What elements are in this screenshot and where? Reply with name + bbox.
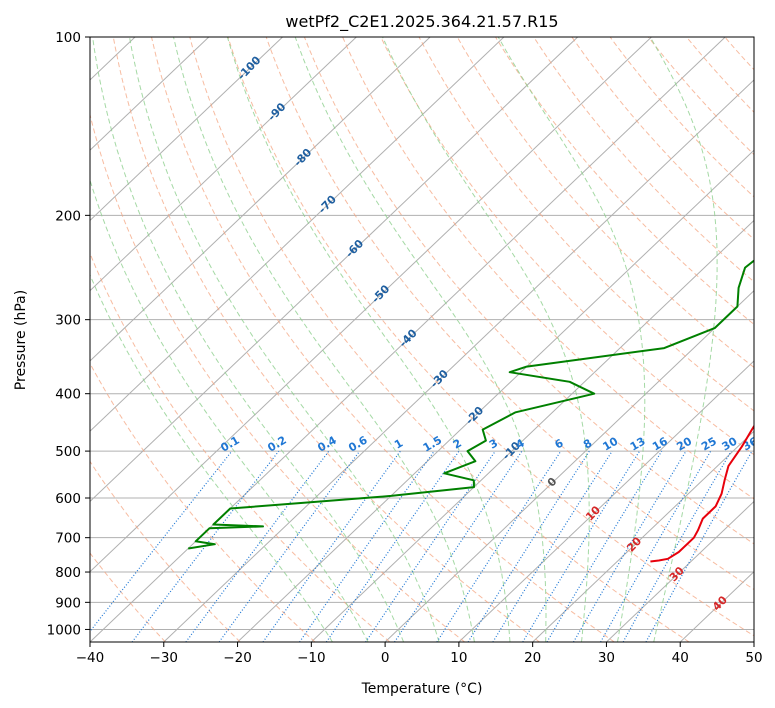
dry-adiabat [303,37,754,545]
dry-adiabat [647,37,754,156]
y-tick-label: 300 [55,313,81,329]
moist-adiabat [90,178,369,642]
dry-adiabat [724,37,754,71]
isotherm-line [163,79,754,642]
moist-adiabat [294,37,547,642]
moist-adiabat [649,37,718,642]
x-tick-label: −10 [297,650,326,666]
isotherm-line [532,430,754,642]
mixing-ratio-line [467,450,590,642]
dry-adiabat [342,37,754,500]
dewpoint-line [188,259,754,550]
moist-adiabat [173,37,475,642]
mixing-ratio-label: 2 [451,437,464,452]
y-axis: 100 200 300 400 500 600 700 800 900 1000 [47,30,90,638]
y-tick-label: 700 [55,531,81,547]
mixing-ratio-line [572,450,687,642]
isotherm-line [90,37,210,151]
moist-adiabat [90,273,333,642]
x-tick-label: 40 [672,650,689,666]
moist-adiabat [92,37,405,642]
dry-adiabat [686,37,754,113]
dry-adiabat [763,37,775,642]
dry-adiabat [90,460,241,642]
dry-adiabat [456,37,754,369]
isotherm-line [90,37,579,503]
background-lines [0,37,775,642]
x-tick-label: 50 [745,650,762,666]
mixing-ratio-line [365,450,496,642]
y-tick-label: 600 [55,491,81,507]
mixing-ratio-line [492,450,613,642]
x-tick-label: 30 [598,650,615,666]
dry-adiabat [112,37,540,642]
data-lines [188,259,754,563]
x-tick-label: −30 [150,650,179,666]
y-tick-label: 900 [55,595,81,611]
mixing-ratio-line [522,450,641,642]
isotherm-line [458,360,754,642]
isotherm-line [90,37,652,573]
dry-adiabat [90,252,391,642]
y-axis-label: Pressure (hPa) [13,290,29,390]
dry-adiabat [227,37,754,637]
x-tick-label: 0 [381,650,390,666]
chart-title: wetPf2_C2E1.2025.364.21.57.R15 [285,12,558,32]
dry-adiabat [571,37,754,240]
y-tick-label: 100 [55,30,81,46]
isotherm-line [90,37,357,292]
isotherm-line [384,289,754,642]
isotherm-line [606,500,754,642]
y-tick-label: 400 [55,387,81,403]
isotherm-line [753,641,754,642]
moist-adiabat [129,37,440,642]
moist-adiabat [497,37,646,642]
dry-adiabat [151,37,615,642]
isotherm-line [90,37,505,432]
isotherm-line [237,149,754,642]
plot-frame [89,36,755,643]
y-tick-label: 1000 [47,622,81,638]
x-tick-label: −20 [223,650,252,666]
mixing-ratio-line [645,450,753,642]
mixing-ratio-label: 3 [487,437,500,452]
x-tick-label: 10 [450,650,467,666]
mixing-ratio-line [394,450,523,642]
temperature-line [650,424,754,563]
dry-adiabat [418,37,754,412]
isotherm-line [310,219,754,642]
x-axis: −40 −30 −20 −10 0 10 20 30 40 50 [76,642,763,666]
mixing-ratio-line [325,450,460,642]
mixing-ratio-line [90,450,233,633]
dry-adiabat [265,37,754,591]
isotherm-label: -100 [235,53,264,82]
moist-adiabat [382,37,590,642]
mixing-ratio-label: 36 [740,434,760,453]
dry-adiabat [533,37,754,283]
x-tick-label: 20 [524,650,541,666]
dry-adiabat [90,362,316,642]
mixing-ratio-line [299,450,435,642]
mixing-ratio-label: 6 [553,436,566,451]
mixing-ratio-line [600,450,712,642]
mixing-ratio-line [546,450,663,642]
dry-adiabat [380,37,754,456]
isotherm-line [0,37,61,642]
x-axis-label: Temperature (°C) [361,681,483,697]
mixing-ratio-line [436,450,562,642]
moist-adiabat [226,37,511,642]
y-tick-label: 800 [55,565,81,581]
isotherm-line [90,37,431,362]
y-tick-label: 500 [55,444,81,460]
dry-adiabat [189,37,690,642]
mixing-ratio-line [218,450,361,642]
x-tick-label: −40 [76,650,105,666]
y-tick-label: 200 [55,208,81,224]
isotherm-line [90,37,283,222]
